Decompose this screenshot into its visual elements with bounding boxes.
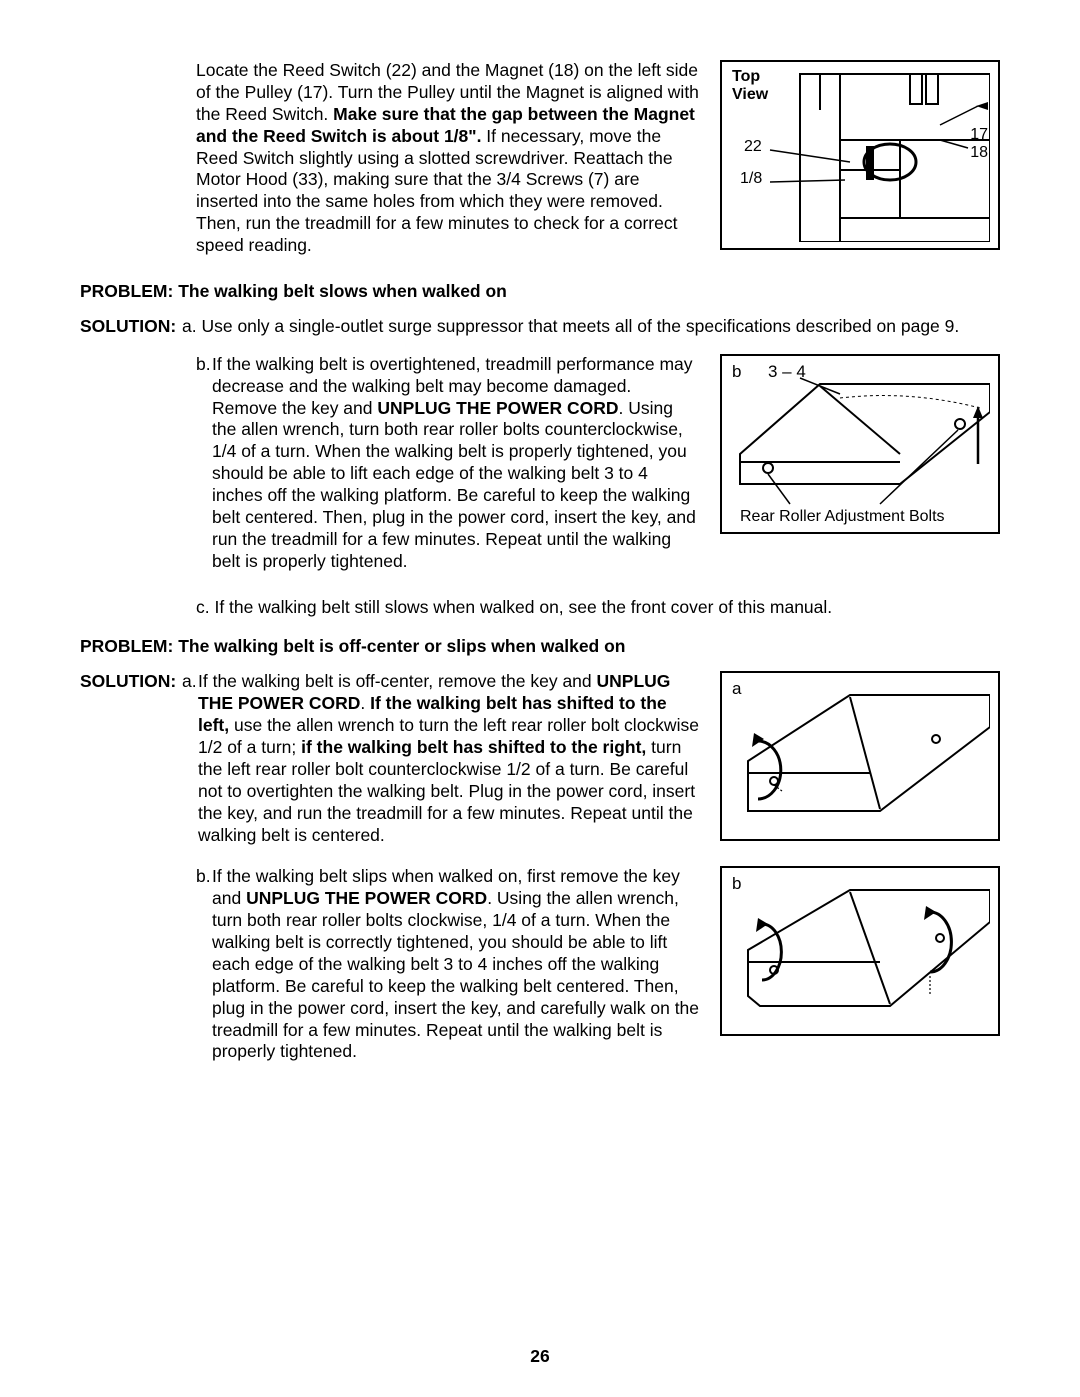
sol2a-letter: a. (182, 671, 198, 846)
fig4-box: b (720, 866, 1000, 1036)
fig4-b: b (732, 874, 741, 894)
fig1-18v: 1/8 (740, 170, 762, 188)
slip-diagram (730, 876, 990, 1028)
sol2a-line: SOLUTION: a. If the walking belt is off-… (80, 671, 700, 846)
intro-text: Locate the Reed Switch (22) and the Magn… (80, 60, 700, 261)
fig2-box: b 3 – 4 Rear Roller Adjustment Bolts (720, 354, 1000, 534)
intro-paragraph: Locate the Reed Switch (22) and the Magn… (196, 60, 700, 257)
solution1a-row: SOLUTION: a. Use only a single-outlet su… (80, 316, 1000, 338)
offcenter-diagram (730, 681, 990, 833)
sol2a-col: SOLUTION: a. If the walking belt is off-… (80, 671, 700, 846)
problem2-heading: PROBLEM: The walking belt is off-center … (80, 636, 1000, 657)
sol1c-text: c. If the walking belt still slows when … (196, 597, 1000, 619)
problem1-heading: PROBLEM: The walking belt slows when wal… (80, 281, 1000, 302)
manual-page: Locate the Reed Switch (22) and the Magn… (0, 0, 1080, 1397)
fig2-caption: Rear Roller Adjustment Bolts (740, 508, 945, 526)
intro-row: Locate the Reed Switch (22) and the Magn… (80, 60, 1000, 261)
sol1b-para: b. If the walking belt is overtightened,… (196, 354, 700, 573)
fig1-box: Top View (720, 60, 1000, 250)
fig3-a: a (732, 679, 741, 699)
fig2-b: b (732, 362, 741, 382)
fig1-topview: Top View (732, 68, 772, 103)
solution-label2: SOLUTION: (80, 671, 182, 846)
sol2b-body: If the walking belt slips when walked on… (212, 866, 700, 1063)
sol2b-row: b. If the walking belt slips when walked… (80, 866, 1000, 1067)
sol1b-letter: b. (196, 354, 212, 573)
fig3-box: a (720, 671, 1000, 841)
sol2b-para: b. If the walking belt slips when walked… (196, 866, 700, 1063)
sol2a-body: If the walking belt is off-center, remov… (198, 671, 700, 846)
page-number: 26 (0, 1346, 1080, 1367)
sol1c-para: c. If the walking belt still slows when … (196, 597, 1000, 619)
solution-label: SOLUTION: (80, 316, 182, 338)
fig1-17: 17 (970, 126, 988, 144)
solution1a-text: a. Use only a single-outlet surge suppre… (182, 316, 1000, 338)
fig2-range: 3 – 4 (768, 362, 806, 382)
sol1b-row: b. If the walking belt is overtightened,… (80, 354, 1000, 577)
sol2a-row: SOLUTION: a. If the walking belt is off-… (80, 671, 1000, 846)
fig1-18: 18 (970, 144, 988, 162)
fig2-col: b 3 – 4 Rear Roller Adjustment Bolts (720, 354, 1000, 534)
fig3-col: a (720, 671, 1000, 841)
fig1-col: Top View (720, 60, 1000, 250)
sol1c-row: c. If the walking belt still slows when … (80, 597, 1000, 619)
roller-diagram (730, 364, 990, 526)
sol2b-col: b. If the walking belt slips when walked… (80, 866, 700, 1067)
sol1b-body: If the walking belt is overtightened, tr… (212, 354, 700, 573)
fig1-22: 22 (744, 138, 762, 156)
fig4-col: b (720, 866, 1000, 1036)
sol2b-letter: b. (196, 866, 212, 1063)
sol1b-col: b. If the walking belt is overtightened,… (80, 354, 700, 577)
